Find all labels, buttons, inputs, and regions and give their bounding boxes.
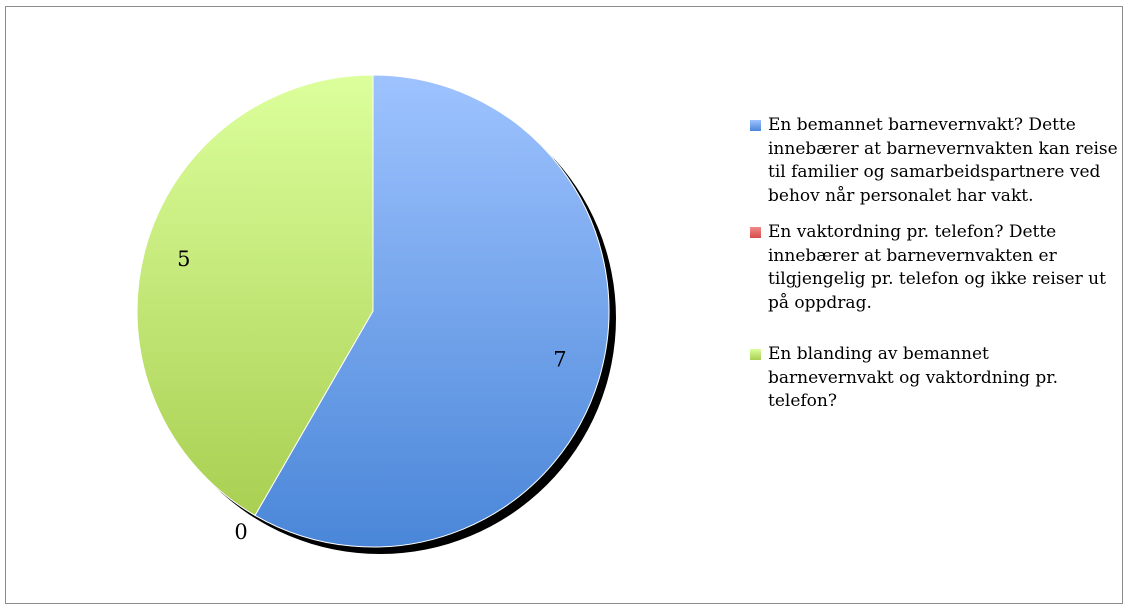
legend-swatch-2 bbox=[750, 227, 761, 238]
data-label-3: 5 bbox=[177, 247, 190, 271]
legend-item-3: En blanding av bemannet barnevernvakt og… bbox=[748, 343, 1118, 414]
data-label-1: 7 bbox=[553, 348, 566, 372]
legend-swatch-3 bbox=[750, 349, 761, 360]
data-label-2: 0 bbox=[234, 520, 247, 544]
pie-slice-3 bbox=[136, 74, 374, 517]
legend-label-3: En blanding av bemannet barnevernvakt og… bbox=[768, 344, 1058, 411]
legend-item-1: En bemannet barnevernvakt? Dette innebær… bbox=[748, 114, 1118, 208]
pie-slice-1 bbox=[254, 74, 610, 548]
legend-swatch-1 bbox=[750, 120, 761, 131]
legend-label-2: En vaktordning pr. telefon? Dette innebæ… bbox=[768, 222, 1106, 313]
legend: En bemannet barnevernvakt? Dette innebær… bbox=[748, 114, 1118, 414]
legend-label-1: En bemannet barnevernvakt? Dette innebær… bbox=[768, 115, 1118, 206]
legend-item-2: En vaktordning pr. telefon? Dette innebæ… bbox=[748, 221, 1118, 315]
